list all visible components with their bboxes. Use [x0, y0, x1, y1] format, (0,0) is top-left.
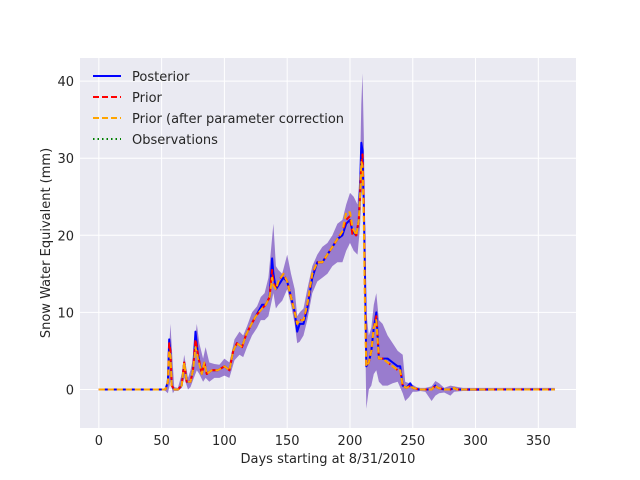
y-tick-label: 30	[57, 152, 74, 167]
series-layer	[98, 141, 555, 391]
x-tick-label: 250	[400, 434, 425, 449]
legend-label: Posterior	[132, 70, 190, 85]
x-tick-label: 300	[463, 434, 488, 449]
x-tick-label: 100	[212, 434, 237, 449]
y-tick-labels: 0 10 20 30 40	[57, 75, 74, 398]
legend-label: Observations	[132, 133, 218, 148]
x-tick-label: 50	[153, 434, 170, 449]
x-tick-label: 200	[338, 434, 363, 449]
y-axis-label: Snow Water Equivalent (mm)	[39, 148, 54, 338]
legend: Posterior Prior Prior (after parameter cor…	[93, 70, 344, 148]
x-tick-label: 350	[526, 434, 551, 449]
legend-label: Prior (after parameter correction	[132, 112, 344, 127]
y-tick-label: 40	[57, 75, 74, 90]
y-tick-label: 0	[66, 383, 74, 398]
x-tick-label: 0	[95, 434, 103, 449]
x-tick-label: 150	[275, 434, 300, 449]
x-tick-labels: 0 50 100 150 200 250 300 350	[95, 434, 551, 449]
x-axis-label: Days starting at 8/31/2010	[241, 452, 416, 467]
legend-label: Prior	[132, 91, 163, 106]
y-tick-label: 20	[57, 229, 74, 244]
y-tick-label: 10	[57, 306, 74, 321]
series-line-prior-after-parameter-correction	[98, 161, 555, 391]
